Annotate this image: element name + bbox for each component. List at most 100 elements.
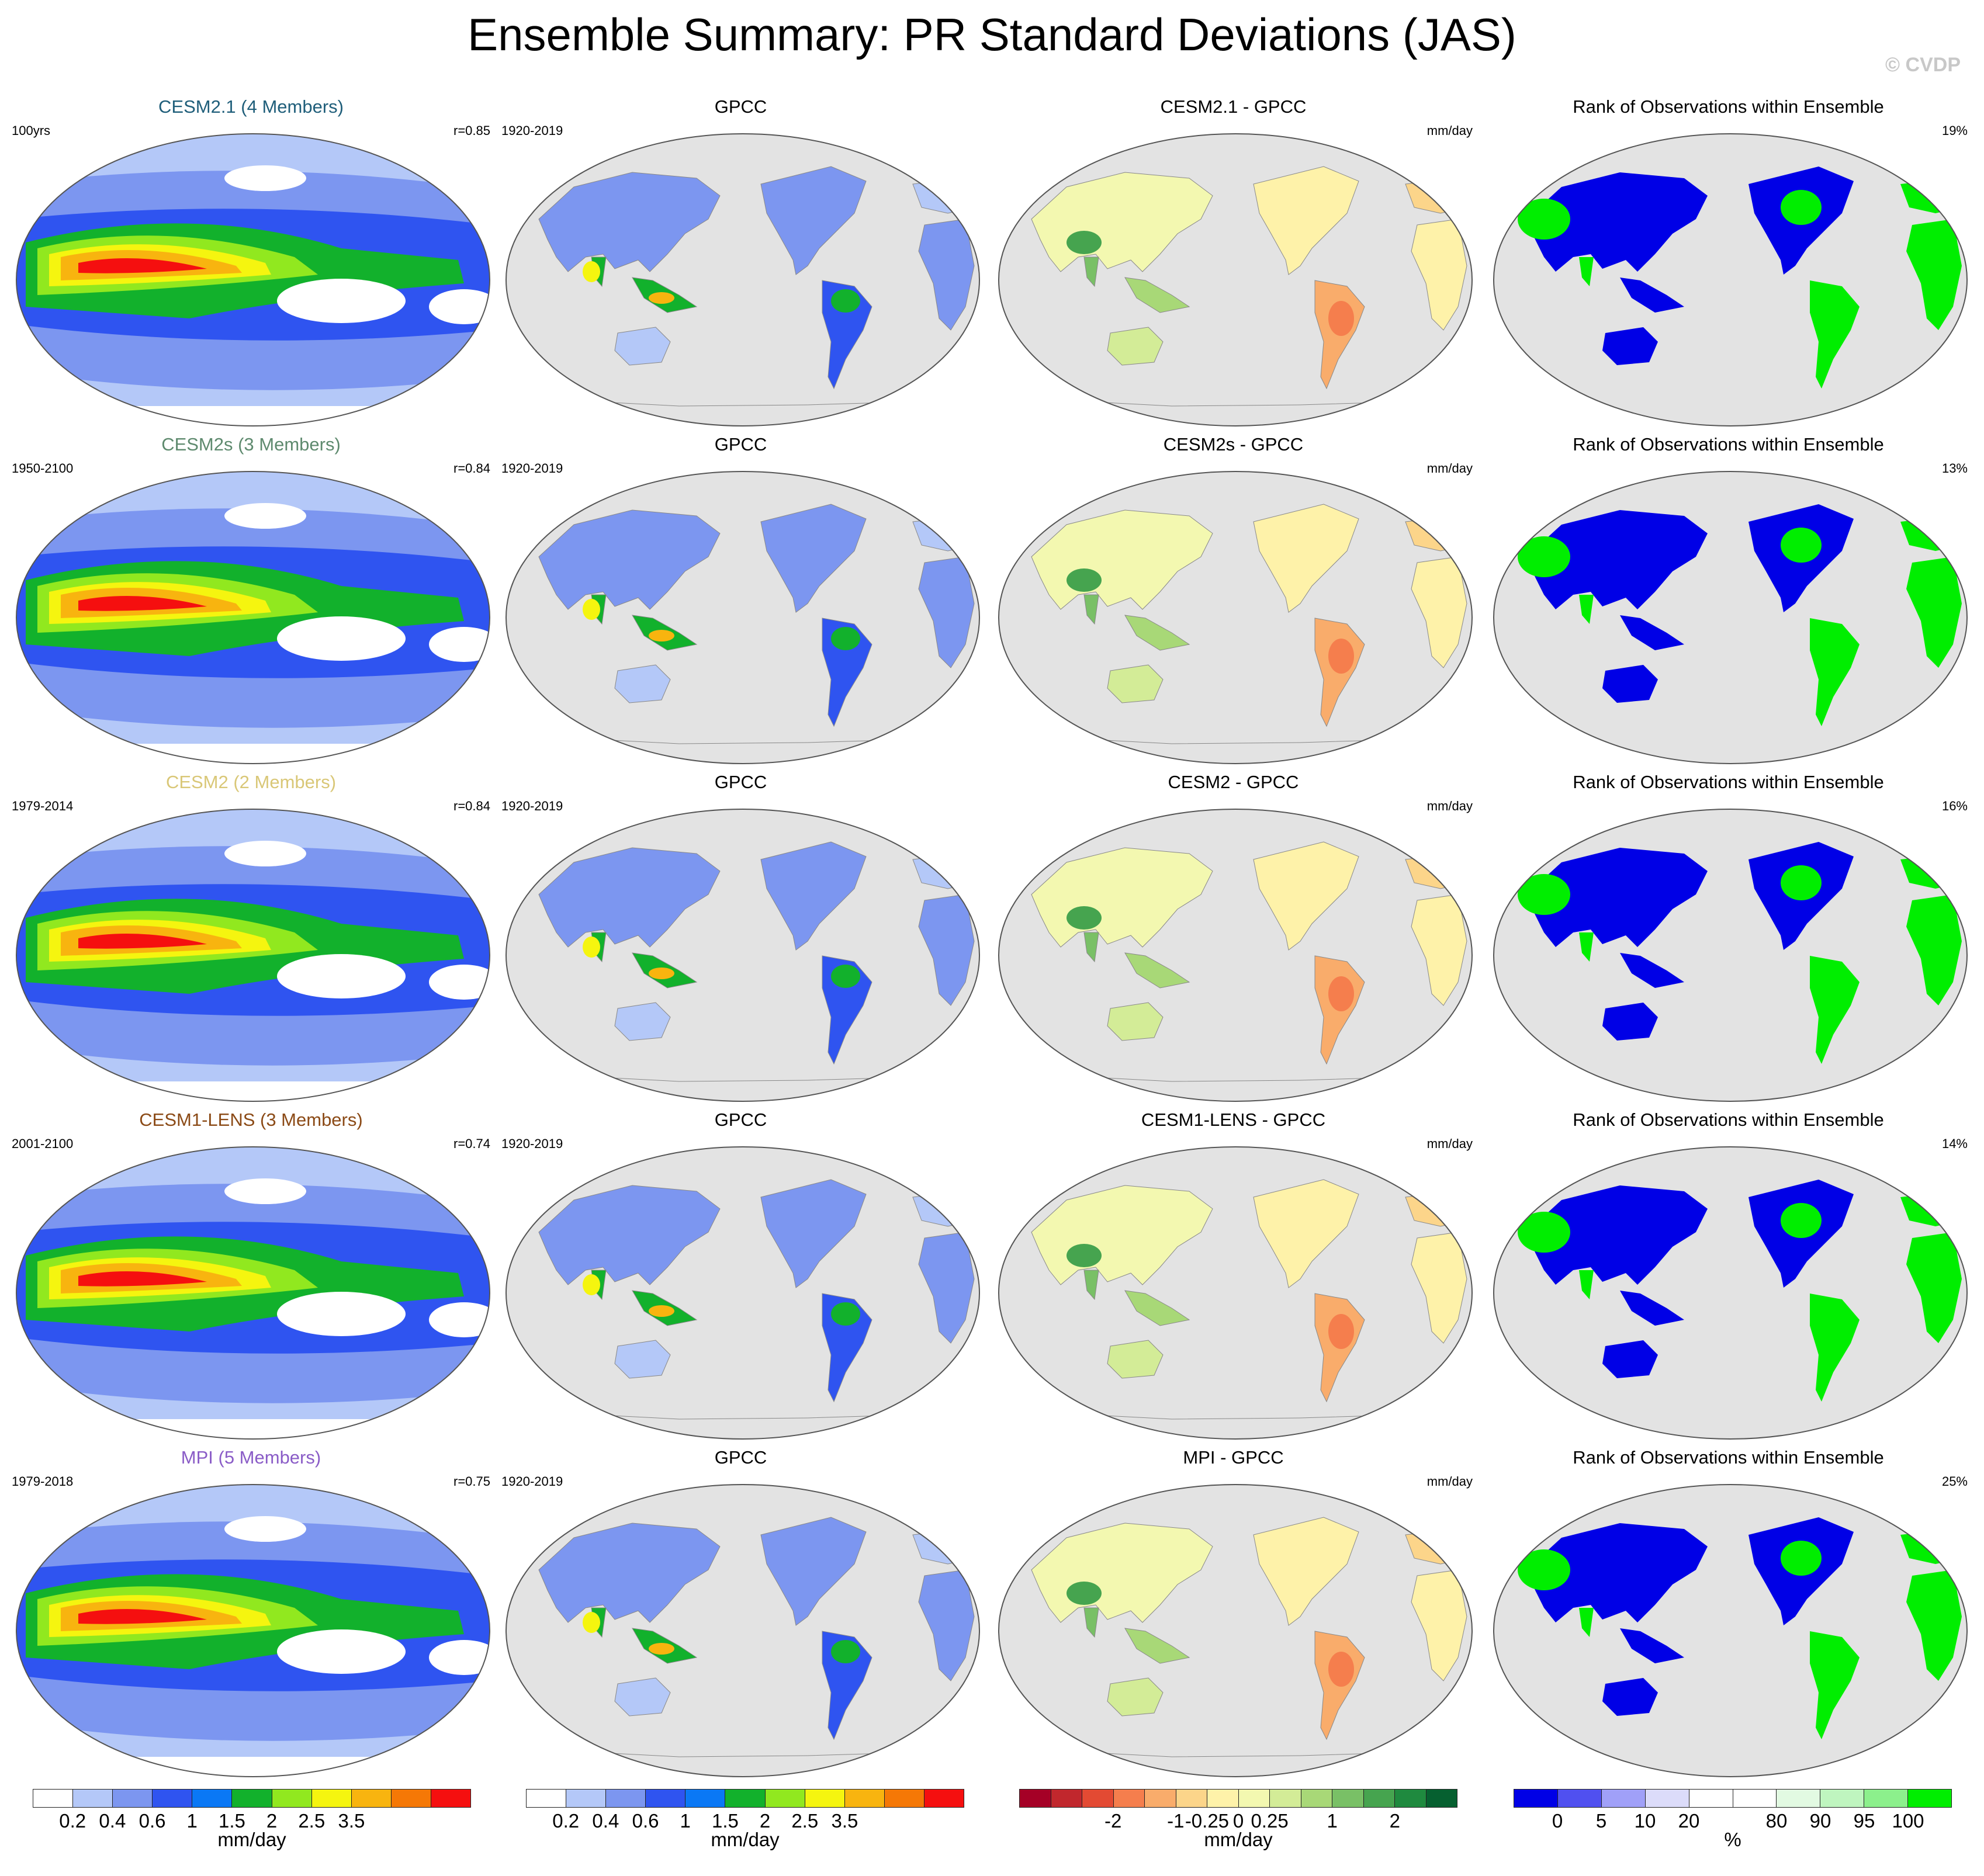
colorbar-tick-label: 0.6 <box>632 1810 659 1832</box>
colorbar-swatch <box>844 1790 885 1807</box>
panel-left-label: 1950-2100 <box>12 461 74 476</box>
colorbar-swatch <box>1601 1790 1646 1807</box>
colorbar-tick-label: 0 <box>1232 1810 1244 1832</box>
panel-title: MPI - GPCC <box>1183 1447 1284 1468</box>
obs-panel: GPCC 1920-2019 <box>497 772 985 1109</box>
copyright-label: © CVDP <box>1885 54 1961 76</box>
panel-left-label: 1920-2019 <box>501 1474 563 1489</box>
colorbar-tick-label: 3.5 <box>831 1810 858 1832</box>
colorbar-swatches <box>526 1789 964 1808</box>
panel-left-label: 1979-2018 <box>12 1474 74 1489</box>
colorbar-swatch <box>1733 1790 1777 1807</box>
panel-title: Rank of Observations within Ensemble <box>1573 772 1884 792</box>
obs-panel: GPCC 1920-2019 <box>497 1109 985 1447</box>
diff-map <box>996 469 1474 766</box>
colorbar-swatch <box>1051 1790 1082 1807</box>
panel-title: Rank of Observations within Ensemble <box>1573 434 1884 455</box>
model-map <box>14 469 492 766</box>
colorbar-swatch <box>153 1790 193 1807</box>
panel-right-label: 14% <box>1941 1136 1968 1151</box>
colorbar-swatch <box>192 1790 233 1807</box>
model-panel: CESM1-LENS (3 Members) 2001-2100 r=0.74 <box>7 1109 495 1447</box>
model-panel: CESM2 (2 Members) 1979-2014 r=0.84 <box>7 772 495 1109</box>
model-map <box>14 1482 492 1779</box>
colorbar-swatch <box>1908 1790 1952 1807</box>
colorbar-swatch <box>527 1790 567 1807</box>
panel-right-label: r=0.75 <box>453 1474 490 1489</box>
colorbar-swatch <box>1820 1790 1865 1807</box>
colorbar-unit: mm/day <box>1204 1829 1273 1850</box>
colorbar-swatch <box>805 1790 845 1807</box>
rank-map <box>1491 469 1969 766</box>
colorbar-tick-label: 2 <box>266 1810 278 1832</box>
colorbar-swatch <box>1238 1790 1270 1807</box>
colorbar-swatch <box>113 1790 153 1807</box>
colorbar-swatch <box>1270 1790 1301 1807</box>
panel-left-label: 1979-2014 <box>12 799 74 813</box>
rank-panel: Rank of Observations within Ensemble 16% <box>1484 772 1972 1109</box>
colorbar-swatch <box>884 1790 925 1807</box>
colorbar-tick-label: 95 <box>1853 1810 1875 1832</box>
rank-panel: Rank of Observations within Ensemble 19% <box>1484 96 1972 434</box>
colorbar-tick-label: 0.4 <box>99 1810 126 1832</box>
colorbar-tick-label: 90 <box>1809 1810 1831 1832</box>
panel-right-label: 13% <box>1941 461 1968 476</box>
colorbar-swatch <box>391 1790 431 1807</box>
colorbar: 0 5 10 20 80 90 95 100% <box>1514 1789 1952 1851</box>
panel-left-label: 1920-2019 <box>501 461 563 476</box>
panel-left-label: 2001-2100 <box>12 1136 74 1151</box>
colorbar-swatch <box>1082 1790 1114 1807</box>
model-panel: CESM2.1 (4 Members) 100yrs r=0.85 <box>7 96 495 434</box>
colorbar-tick-label: 2.5 <box>298 1810 326 1832</box>
obs-map <box>504 807 982 1104</box>
colorbar-tick-label: 0.6 <box>139 1810 166 1832</box>
colorbar-unit: mm/day <box>217 1829 286 1850</box>
colorbar-swatch <box>1645 1790 1689 1807</box>
panel-title: CESM2.1 - GPCC <box>1160 96 1307 117</box>
colorbar-unit: mm/day <box>711 1829 780 1850</box>
panel-title: CESM2.1 (4 Members) <box>158 96 344 117</box>
colorbar-ticks: 0 5 10 20 80 90 95 100 <box>1514 1808 1952 1832</box>
colorbar-swatches <box>1514 1789 1952 1808</box>
panel-title: CESM2s (3 Members) <box>161 434 341 455</box>
panel-right-label: 19% <box>1941 123 1968 138</box>
panel-title: MPI (5 Members) <box>181 1447 321 1468</box>
panel-right-label: r=0.84 <box>453 799 490 813</box>
rank-map <box>1491 807 1969 1104</box>
colorbar-tick-label: 5 <box>1595 1810 1607 1832</box>
obs-panel: GPCC 1920-2019 <box>497 96 985 434</box>
colorbar-tick-label: 0.2 <box>552 1810 580 1832</box>
panel-right-label: r=0.74 <box>453 1136 490 1151</box>
panel-title: GPCC <box>714 434 767 455</box>
colorbar-swatch <box>431 1790 471 1807</box>
panel-title: Rank of Observations within Ensemble <box>1573 1109 1884 1130</box>
colorbar-swatch <box>1689 1790 1733 1807</box>
model-map <box>14 131 492 428</box>
panel-right-label: mm/day <box>1426 461 1473 476</box>
obs-panel: GPCC 1920-2019 <box>497 434 985 772</box>
colorbar-tick-label: 1 <box>680 1810 691 1832</box>
colorbar-swatches <box>33 1789 471 1808</box>
panel-right-label: mm/day <box>1426 1136 1473 1151</box>
colorbar-swatch <box>1301 1790 1332 1807</box>
diff-panel: CESM2.1 - GPCC mm/day <box>989 96 1477 434</box>
rank-panel: Rank of Observations within Ensemble 14% <box>1484 1109 1972 1447</box>
colorbar-swatch <box>924 1790 964 1807</box>
colorbar-swatch <box>1864 1790 1909 1807</box>
colorbar-swatch <box>765 1790 805 1807</box>
colorbar-swatch <box>1363 1790 1395 1807</box>
colorbar-tick-label: 1 <box>1327 1810 1338 1832</box>
colorbar-tick-label: 0.2 <box>59 1810 86 1832</box>
panel-title: CESM2 - GPCC <box>1168 772 1299 792</box>
colorbar-unit: % <box>1724 1829 1741 1850</box>
obs-map <box>504 131 982 428</box>
colorbar-tick-label: 2.5 <box>791 1810 819 1832</box>
colorbar-tick-label: 80 <box>1765 1810 1788 1832</box>
colorbar-swatch <box>1176 1790 1207 1807</box>
colorbar-tick-label: 2 <box>759 1810 771 1832</box>
colorbar-tick-label: 2 <box>1389 1810 1401 1832</box>
diff-map <box>996 1145 1474 1441</box>
colorbar-tick-label: -2 <box>1104 1810 1122 1832</box>
colorbar-tick-label: 20 <box>1678 1810 1700 1832</box>
colorbar-tick-label: 0.4 <box>592 1810 619 1832</box>
